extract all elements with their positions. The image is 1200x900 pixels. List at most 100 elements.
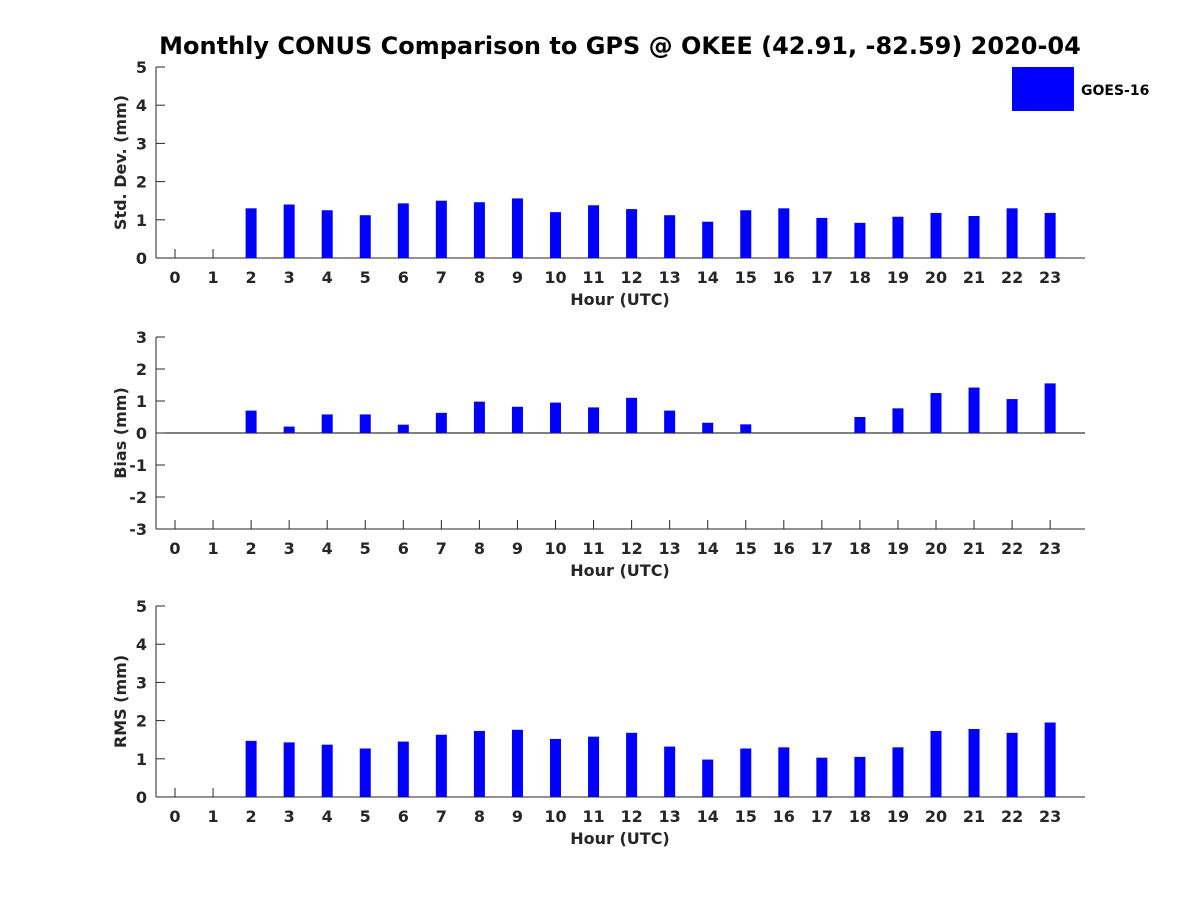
x-tick-label: 3 <box>284 268 295 287</box>
x-tick-label: 5 <box>360 539 371 558</box>
x-tick-label: 11 <box>582 807 604 826</box>
x-tick-label: 12 <box>620 539 642 558</box>
x-tick-label: 14 <box>697 807 719 826</box>
y-tick-label: 1 <box>136 750 147 769</box>
y-tick-label: 2 <box>136 173 147 192</box>
x-tick-label: 22 <box>1001 807 1023 826</box>
y-tick-label: 2 <box>136 360 147 379</box>
x-tick-label: 16 <box>773 807 795 826</box>
bar <box>473 730 485 797</box>
x-tick-label: 20 <box>925 807 947 826</box>
bar <box>550 402 561 433</box>
legend: GOES-16 <box>1012 67 1149 111</box>
bar <box>778 747 790 797</box>
x-tick-label: 21 <box>963 268 985 287</box>
bar <box>435 412 447 433</box>
x-tick-label: 4 <box>322 807 333 826</box>
x-tick-label: 12 <box>620 807 642 826</box>
bar <box>968 729 980 797</box>
x-tick-label: 13 <box>659 268 681 287</box>
bar <box>892 747 904 797</box>
bar <box>550 212 561 258</box>
bar <box>854 417 866 433</box>
bar <box>435 734 447 797</box>
bar <box>664 410 676 433</box>
bar <box>930 730 942 797</box>
bar <box>892 408 904 433</box>
bar <box>664 746 676 797</box>
x-tick-label: 17 <box>811 268 833 287</box>
x-tick-label: 20 <box>925 539 947 558</box>
bar <box>359 748 371 797</box>
legend-label: GOES-16 <box>1081 83 1149 99</box>
x-tick-label: 10 <box>544 807 566 826</box>
y-tick-label: 0 <box>136 249 147 268</box>
bar <box>321 414 333 433</box>
bar <box>816 757 828 797</box>
x-tick-label: 13 <box>659 807 681 826</box>
bar <box>892 216 904 258</box>
bar <box>1006 732 1018 797</box>
y-axis-label: Std. Dev. (mm) <box>111 95 130 230</box>
bar <box>245 208 257 258</box>
x-tick-label: 1 <box>207 539 218 558</box>
x-tick-label: 11 <box>582 539 604 558</box>
y-axis-label: Bias (mm) <box>111 387 130 479</box>
x-tick-label: 2 <box>246 268 257 287</box>
x-tick-label: 0 <box>169 268 180 287</box>
bar <box>511 406 523 433</box>
x-tick-label: 0 <box>169 807 180 826</box>
bar <box>626 209 638 258</box>
x-tick-label: 21 <box>963 807 985 826</box>
bar <box>588 205 600 258</box>
bar <box>930 393 942 433</box>
bar <box>1006 399 1018 433</box>
x-tick-label: 16 <box>773 268 795 287</box>
bar <box>245 740 257 797</box>
x-tick-label: 5 <box>360 268 371 287</box>
bar <box>1044 383 1056 433</box>
y-tick-label: 4 <box>136 96 147 115</box>
bar <box>816 217 828 258</box>
y-tick-label: -1 <box>129 456 147 475</box>
bar <box>626 397 638 433</box>
y-tick-label: 5 <box>136 58 147 77</box>
x-tick-label: 10 <box>544 268 566 287</box>
bar <box>321 210 333 258</box>
bar <box>740 424 752 433</box>
bar <box>702 422 714 433</box>
y-tick-label: 0 <box>136 788 147 807</box>
bar <box>473 202 485 258</box>
bar <box>397 424 409 433</box>
y-tick-label: 3 <box>136 328 147 347</box>
y-axis-label: RMS (mm) <box>111 655 130 748</box>
x-axis-label: Hour (UTC) <box>570 290 670 309</box>
bar <box>778 208 790 258</box>
x-tick-label: 4 <box>322 539 333 558</box>
y-tick-label: -2 <box>129 488 147 507</box>
chart-title: Monthly CONUS Comparison to GPS @ OKEE (… <box>159 32 1081 60</box>
bar <box>1044 212 1056 258</box>
x-tick-label: 18 <box>849 268 871 287</box>
x-tick-label: 6 <box>398 807 409 826</box>
x-tick-label: 3 <box>284 539 295 558</box>
bar <box>435 200 447 258</box>
x-tick-label: 1 <box>207 807 218 826</box>
y-tick-label: 3 <box>136 134 147 153</box>
bar <box>664 215 676 258</box>
x-tick-label: 2 <box>246 539 257 558</box>
x-tick-label: 11 <box>582 268 604 287</box>
bar <box>702 759 714 797</box>
bar <box>1006 208 1018 258</box>
x-tick-label: 20 <box>925 268 947 287</box>
x-tick-label: 7 <box>436 268 447 287</box>
x-tick-label: 18 <box>849 807 871 826</box>
x-tick-label: 8 <box>474 807 485 826</box>
bar <box>968 387 980 433</box>
x-tick-label: 6 <box>398 539 409 558</box>
bar <box>740 748 752 797</box>
x-tick-label: 5 <box>360 807 371 826</box>
x-tick-label: 4 <box>322 268 333 287</box>
bar <box>359 215 371 258</box>
